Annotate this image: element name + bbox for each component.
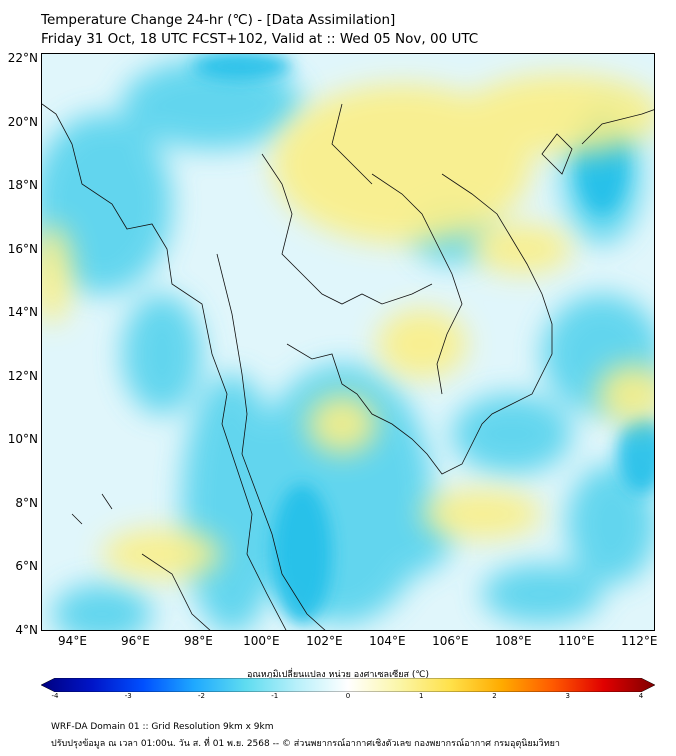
colorbar-tick-label: 0 — [345, 692, 351, 700]
lon-tick-label: 106°E — [432, 634, 469, 648]
colorbar-tick-label: 2 — [492, 692, 497, 700]
warm-anomaly-areas — [42, 74, 654, 579]
lat-tick-label: 10°N — [7, 432, 38, 447]
map-title: Temperature Change 24-hr (℃) - [Data Ass… — [41, 12, 396, 28]
lat-tick-label: 6°N — [15, 559, 38, 574]
temperature-colorbar — [41, 678, 655, 692]
map-panel — [41, 53, 655, 631]
colorbar-tick-label: 4 — [638, 692, 644, 700]
lon-tick-label: 112°E — [621, 634, 658, 648]
lon-tick-label: 104°E — [369, 634, 406, 648]
lon-tick-label: 94°E — [58, 634, 87, 648]
model-info: WRF-DA Domain 01 :: Grid Resolution 9km … — [51, 722, 274, 732]
coastline-and-borders — [42, 103, 654, 630]
lon-tick-label: 102°E — [306, 634, 343, 648]
map-subtitle: Friday 31 Oct, 18 UTC FCST+102, Valid at… — [41, 31, 479, 47]
colorbar-tick-label: -1 — [271, 692, 279, 700]
temperature-field-map — [42, 54, 654, 630]
lat-tick-label: 16°N — [7, 241, 38, 256]
colorbar-label: อุณหภูมิเปลี่ยนแปลง หน่วย องศาเซลเซียส (… — [246, 670, 430, 680]
lat-tick-label: 4°N — [15, 623, 38, 637]
colorbar-tick-label: 3 — [565, 692, 570, 700]
lon-tick-label: 96°E — [121, 634, 150, 648]
lat-tick-label: 8°N — [15, 495, 38, 510]
colorbar-gradient — [41, 678, 655, 692]
lat-tick-label: 18°N — [7, 178, 38, 193]
lat-tick-label: 12°N — [7, 368, 38, 383]
colorbar-tick-label: -4 — [51, 692, 59, 700]
lon-tick-label: 108°E — [495, 634, 532, 648]
lon-tick-label: 98°E — [183, 634, 213, 648]
lat-tick-label: 20°N — [7, 114, 38, 129]
lat-tick-label: 14°N — [7, 305, 38, 320]
colorbar-tick-label: 1 — [419, 692, 424, 700]
lon-tick-label: 100°E — [243, 634, 280, 648]
lat-tick-label: 22°N — [7, 51, 38, 66]
lon-tick-label: 110°E — [558, 634, 595, 648]
strong-cool-anomaly-areas — [192, 54, 654, 624]
credits: ปรับปรุงข้อมูล ณ เวลา 01:00น. วัน ส. ที่… — [51, 739, 560, 749]
colorbar-tick-label: -2 — [198, 692, 205, 700]
colorbar-tick-label: -3 — [124, 692, 132, 700]
